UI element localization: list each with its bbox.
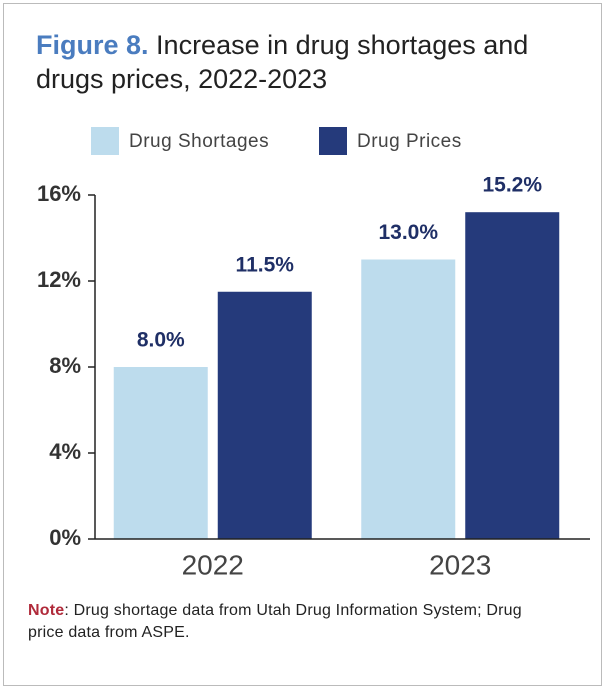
title-text: Increase in drug shortages and drugs pri… <box>36 30 529 94</box>
bar <box>113 367 208 539</box>
chart: Drug Shortages Drug Prices 0% 4% 8% 12% 16% 202… <box>37 127 590 580</box>
legend-label: Drug Prices <box>357 131 462 152</box>
y-tick-label: 16% <box>37 181 81 206</box>
legend-swatch <box>319 127 347 155</box>
note: Note: Drug shortage data from Utah Drug … <box>28 600 528 644</box>
legend-label: Drug Shortages <box>129 131 269 152</box>
bar <box>217 291 312 539</box>
value-label: 15.2% <box>482 174 542 197</box>
y-tick-label: 0% <box>49 525 81 550</box>
y-tick-label: 12% <box>37 267 81 292</box>
bar <box>361 259 456 539</box>
chart-title: Figure 8. Increase in drug shortages and… <box>36 28 536 96</box>
frame <box>3 3 602 686</box>
value-label: 11.5% <box>236 253 295 276</box>
value-label: 8.0% <box>137 329 185 352</box>
value-label: 13.0% <box>378 221 438 244</box>
legend-swatch <box>91 127 119 155</box>
bar <box>465 212 560 539</box>
x-tick-label: 2022 <box>182 549 244 580</box>
note-text: : Drug shortage data from Utah Drug Info… <box>28 602 522 641</box>
figure-label: Figure 8. <box>36 30 149 60</box>
y-tick-label: 4% <box>49 439 81 464</box>
y-tick-label: 8% <box>49 353 81 378</box>
note-label: Note <box>28 602 65 619</box>
x-tick-label: 2023 <box>429 549 491 580</box>
